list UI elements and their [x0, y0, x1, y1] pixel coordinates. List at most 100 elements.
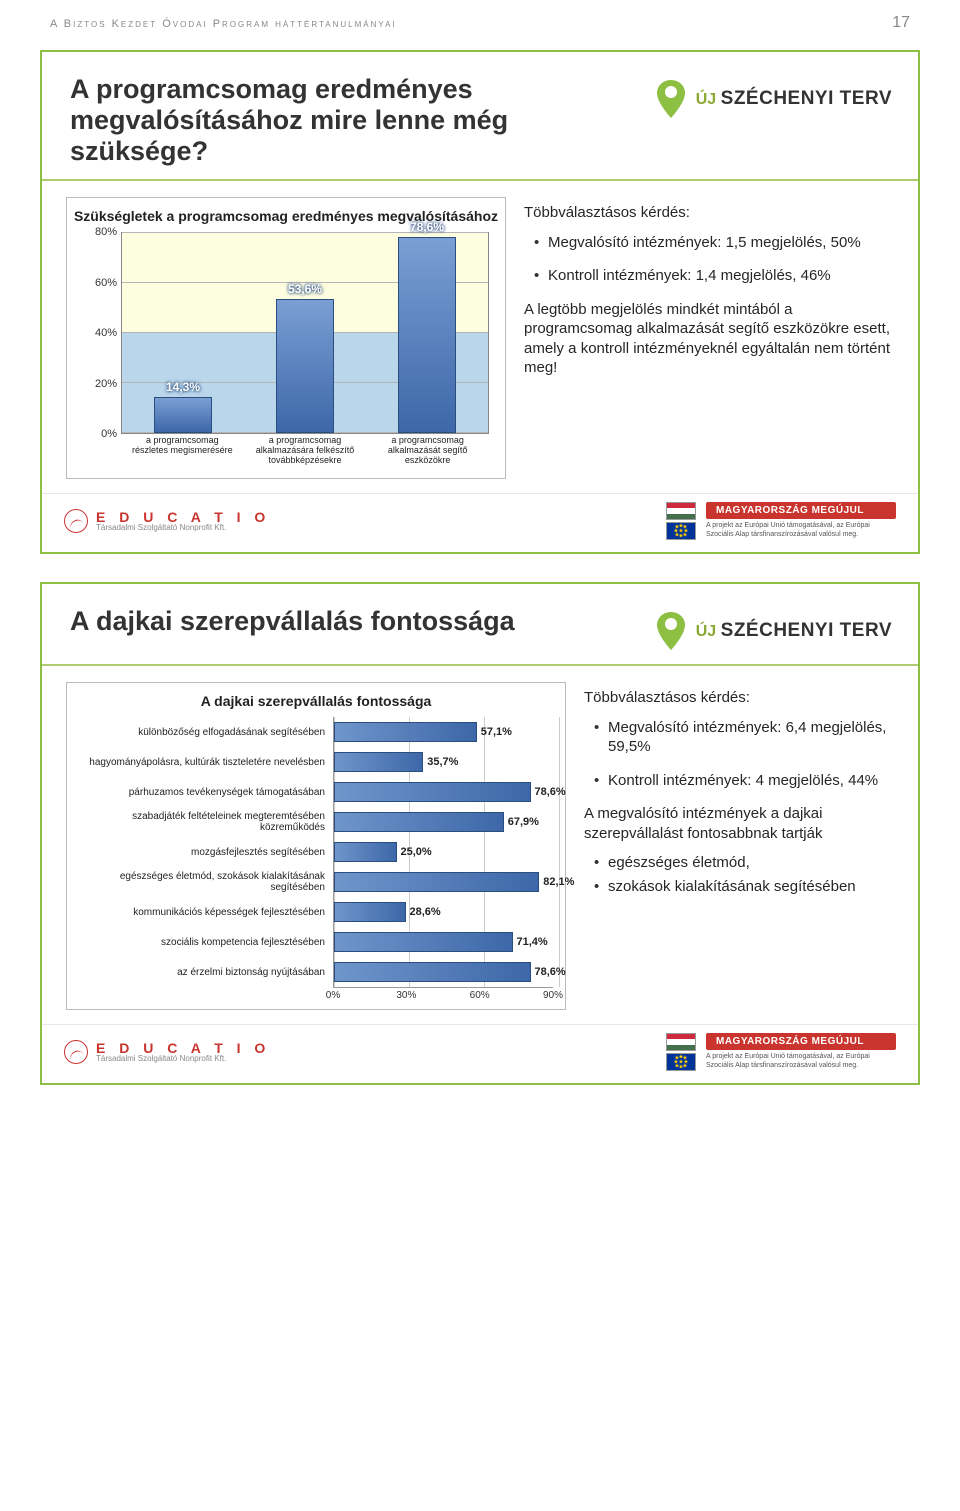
ytick-label: 0%: [77, 428, 117, 440]
hungary-flag-icon: [666, 1033, 696, 1051]
flags: [666, 1033, 696, 1071]
slide1-chart: Szükségletek a programcsomag eredményes …: [66, 197, 506, 479]
hbar-row: egészséges életmód, szokások kialakításá…: [73, 867, 559, 897]
xtick-label: 0%: [326, 990, 340, 1001]
megujul-block: MAGYARORSZÁG MEGÚJUL A projekt az Európa…: [666, 1033, 896, 1071]
hbar: [334, 932, 513, 952]
slide-2: A dajkai szerepvállalás fontossága ÚJ SZ…: [40, 582, 920, 1085]
ytick-label: 80%: [77, 226, 117, 238]
bullet-item: Megvalósító intézmények: 1,5 megjelölés,…: [534, 233, 894, 253]
slide2-para: A megvalósító intézmények a dajkai szere…: [584, 804, 894, 843]
hbar-value: 71,4%: [517, 936, 548, 948]
bar-value-label: 53,6%: [288, 282, 322, 296]
hbar-value: 25,0%: [401, 846, 432, 858]
hbar-category: kommunikációs képességek fejlesztésében: [73, 907, 333, 918]
divider: [42, 179, 918, 181]
flags: [666, 502, 696, 540]
bar: 14,3%: [154, 397, 212, 433]
x-category-label: a programcsomag részletes megismerésére: [127, 436, 237, 472]
hbar: [334, 752, 423, 772]
szechenyi-logo: ÚJ SZÉCHENYI TERV: [654, 610, 892, 652]
horizontal-bar-chart: különbözőség elfogadásának segítésében 57…: [73, 717, 559, 1003]
educatio-logo: E D U C A T I O Társadalmi Szolgáltató N…: [64, 1040, 270, 1064]
bullet-item: Megvalósító intézmények: 6,4 megjelölés,…: [594, 718, 894, 757]
page-number: 17: [892, 14, 910, 32]
hbar: [334, 722, 477, 742]
megujul-banner: MAGYARORSZÁG MEGÚJUL: [706, 502, 896, 519]
educatio-logo: E D U C A T I O Társadalmi Szolgáltató N…: [64, 509, 270, 533]
slide2-bullets: Megvalósító intézmények: 6,4 megjelölés,…: [584, 718, 894, 791]
educatio-icon: [64, 1040, 88, 1064]
hbar-category: párhuzamos tevékenységek támogatásában: [73, 787, 333, 798]
hbar-row: az érzelmi biztonság nyújtásában78,6%: [73, 957, 559, 987]
slide1-right-text: Többválasztásos kérdés: Megvalósító inté…: [524, 197, 894, 388]
slide2-sub-bullets: egészséges életmód,szokások kialakításán…: [584, 853, 894, 896]
hbar-row: szociális kompetencia fejlesztésében 71,4…: [73, 927, 559, 957]
bar: 53,6%: [276, 299, 334, 433]
slide2-footer: E D U C A T I O Társadalmi Szolgáltató N…: [42, 1024, 918, 1083]
bar-value-label: 78,6%: [410, 220, 444, 234]
eu-flag-icon: [666, 1053, 696, 1071]
szechenyi-text: ÚJ SZÉCHENYI TERV: [696, 620, 892, 642]
hbar-row: kommunikációs képességek fejlesztésében 2…: [73, 897, 559, 927]
hbar-category: az érzelmi biztonság nyújtásában: [73, 967, 333, 978]
bullet-item: Kontroll intézmények: 4 megjelölés, 44%: [594, 771, 894, 791]
xtick-label: 60%: [470, 990, 490, 1001]
hbar-value: 28,6%: [410, 906, 441, 918]
hbar-category: mozgásfejlesztés segítésében: [73, 847, 333, 858]
hbar-value: 78,6%: [535, 786, 566, 798]
hbar-category: különbözőség elfogadásának segítésében: [73, 727, 333, 738]
szechenyi-logo: ÚJ SZÉCHENYI TERV: [654, 78, 892, 120]
chart2-title: A dajkai szerepvállalás fontossága: [73, 693, 559, 709]
hbar: [334, 782, 531, 802]
hbar-value: 57,1%: [481, 726, 512, 738]
x-category-label: a programcsomag alkalmazására felkészítő…: [250, 436, 360, 472]
hbar-row: szabadjáték feltételeinek megteremtésébe…: [73, 807, 559, 837]
hbar-category: szociális kompetencia fejlesztésében: [73, 937, 333, 948]
megujul-small: A projekt az Európai Unió támogatásával,…: [706, 522, 896, 539]
hbar: [334, 872, 539, 892]
educatio-name: E D U C A T I O: [96, 510, 270, 524]
megujul-banner: MAGYARORSZÁG MEGÚJUL: [706, 1033, 896, 1050]
megujul-block: MAGYARORSZÁG MEGÚJUL A projekt az Európa…: [666, 502, 896, 540]
megujul-small: A projekt az Európai Unió támogatásával,…: [706, 1053, 896, 1070]
bullet-item: Kontroll intézmények: 1,4 megjelölés, 46…: [534, 266, 894, 286]
running-header: A Biztos Kezdet Óvodai Program háttértan…: [0, 0, 960, 40]
slide1-footer: E D U C A T I O Társadalmi Szolgáltató N…: [42, 493, 918, 552]
hbar-row: különbözőség elfogadásának segítésében 57…: [73, 717, 559, 747]
ytick-label: 20%: [77, 378, 117, 390]
pin-icon: [654, 610, 688, 652]
educatio-name: E D U C A T I O: [96, 1041, 270, 1055]
slide2-title: A dajkai szerepvállalás fontossága: [70, 606, 515, 637]
xtick-label: 30%: [396, 990, 416, 1001]
slide2-heading: Többválasztásos kérdés:: [584, 688, 894, 708]
slide1-paragraph: A legtöbb megjelölés mindkét mintából a …: [524, 300, 894, 378]
slide1-heading: Többválasztásos kérdés:: [524, 203, 894, 223]
educatio-sub: Társadalmi Szolgáltató Nonprofit Kft.: [96, 524, 270, 532]
hbar-category: egészséges életmód, szokások kialakításá…: [73, 871, 333, 893]
hbar-category: szabadjáték feltételeinek megteremtésébe…: [73, 811, 333, 833]
slide2-right-text: Többválasztásos kérdés: Megvalósító inté…: [584, 682, 894, 900]
educatio-icon: [64, 509, 88, 533]
xtick-label: 90%: [543, 990, 563, 1001]
slide-1: A programcsomag eredményes megvalósításá…: [40, 50, 920, 554]
szechenyi-text: ÚJ SZÉCHENYI TERV: [696, 88, 892, 110]
hbar-row: mozgásfejlesztés segítésében 25,0%: [73, 837, 559, 867]
slide1-title: A programcsomag eredményes megvalósításá…: [70, 74, 590, 167]
hbar: [334, 902, 406, 922]
hbar: [334, 842, 397, 862]
vertical-bar-chart: 14,3%53,6%78,6% a programcsomag részlete…: [77, 232, 495, 472]
divider: [42, 664, 918, 666]
ytick-label: 40%: [77, 327, 117, 339]
x-category-label: a programcsomag alkalmazását segítő eszk…: [373, 436, 483, 472]
hbar: [334, 812, 504, 832]
sub-bullet-item: szokások kialakításának segítésében: [594, 877, 894, 897]
bar-value-label: 14,3%: [166, 380, 200, 394]
hbar-value: 67,9%: [508, 816, 539, 828]
hungary-flag-icon: [666, 502, 696, 520]
hbar-row: hagyományápolásra, kultúrák tiszteletére…: [73, 747, 559, 777]
ytick-label: 60%: [77, 277, 117, 289]
running-head-text: A Biztos Kezdet Óvodai Program háttértan…: [50, 18, 397, 30]
eu-flag-icon: [666, 522, 696, 540]
hbar-value: 78,6%: [535, 966, 566, 978]
